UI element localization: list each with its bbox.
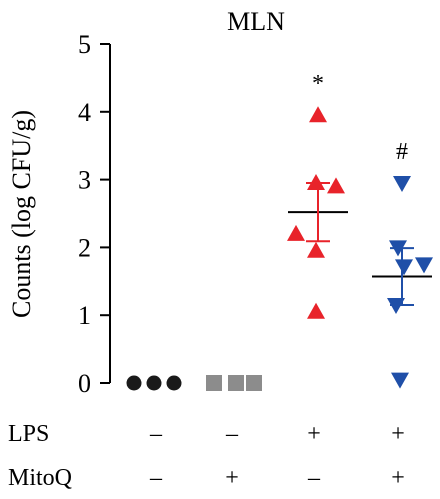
group-1	[126, 375, 182, 391]
data-point	[228, 375, 244, 391]
data-point	[206, 375, 222, 391]
group-2	[206, 375, 262, 391]
data-point	[166, 375, 182, 391]
data-groups: *#	[126, 71, 433, 391]
y-tick-label: 1	[78, 301, 91, 330]
data-point	[393, 175, 411, 192]
lps-sign: –	[149, 421, 163, 447]
condition-signs: – – – + + – + +	[149, 421, 405, 491]
lps-sign: –	[225, 421, 239, 447]
y-tick-label: 4	[78, 98, 91, 127]
mitoq-row-label: MitoQ	[8, 465, 72, 491]
mitoq-sign: +	[391, 465, 405, 491]
group-4: #	[372, 139, 433, 389]
y-axis-ticks: 0 1 2 3 4 5	[78, 30, 110, 398]
data-point	[387, 298, 405, 315]
data-point	[389, 240, 407, 257]
lps-sign: +	[307, 421, 321, 447]
data-point	[327, 177, 345, 194]
data-point	[126, 375, 142, 391]
mitoq-sign: +	[225, 465, 239, 491]
lps-sign: +	[391, 421, 405, 447]
mitoq-sign: –	[307, 465, 321, 491]
y-tick-label: 2	[78, 233, 91, 262]
chart-title: MLN	[227, 7, 285, 36]
data-point	[307, 241, 325, 258]
data-point	[146, 375, 162, 391]
data-point	[395, 259, 413, 276]
data-point	[309, 106, 327, 123]
significance-label: *	[312, 71, 324, 97]
lps-row-label: LPS	[8, 421, 49, 447]
data-point	[246, 375, 262, 391]
data-point	[415, 257, 433, 274]
data-point	[287, 224, 305, 241]
significance-label: #	[396, 139, 408, 165]
y-tick-label: 5	[78, 30, 91, 59]
y-tick-label: 0	[78, 369, 91, 398]
group-3: *	[287, 71, 348, 319]
y-tick-label: 3	[78, 166, 91, 195]
y-axis-label: Counts (log CFU/g)	[7, 110, 36, 318]
data-point	[307, 173, 325, 190]
data-point	[307, 302, 325, 319]
data-point	[391, 372, 409, 389]
mitoq-sign: –	[149, 465, 163, 491]
